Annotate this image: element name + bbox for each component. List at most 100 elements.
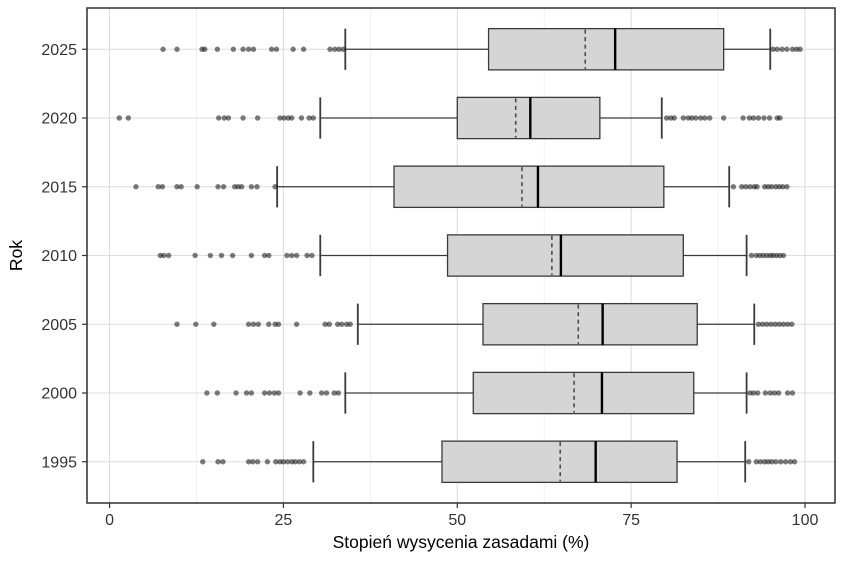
outlier-point: [754, 184, 760, 190]
outlier-point: [248, 252, 255, 259]
outlier-point: [230, 46, 237, 52]
outlier-point: [753, 459, 760, 465]
outlier-point: [272, 184, 278, 190]
boxplot-2005: [174, 302, 795, 346]
outlier-point: [204, 390, 210, 396]
outlier-point: [268, 46, 275, 52]
outlier-point: [688, 115, 695, 121]
iqr-box: [446, 234, 684, 277]
outlier-point: [125, 115, 132, 121]
outlier-point: [755, 390, 761, 396]
outlier-point: [304, 252, 310, 259]
outlier-point: [347, 321, 353, 327]
iqr-box: [487, 27, 725, 71]
iqr-box: [393, 165, 665, 209]
outlier-point: [780, 252, 787, 259]
outlier-point: [192, 252, 198, 259]
outlier-point: [791, 459, 798, 465]
outlier-point: [248, 184, 255, 190]
outlier-point: [707, 115, 713, 121]
outlier-point: [174, 46, 180, 52]
outlier-point: [784, 321, 791, 327]
outlier-point: [680, 115, 687, 121]
outlier-point: [254, 459, 261, 465]
outlier-point: [240, 115, 246, 121]
outlier-point: [160, 46, 166, 52]
outlier-point: [750, 115, 757, 121]
outlier-point: [780, 321, 787, 327]
outlier-point: [296, 459, 303, 465]
outlier-point: [770, 46, 776, 52]
outlier-point: [755, 321, 762, 327]
boxplot-2025: [160, 27, 803, 71]
outlier-point: [297, 390, 303, 396]
outlier-point: [293, 321, 300, 327]
outlier-point: [318, 390, 325, 396]
outlier-point: [159, 184, 166, 190]
outlier-point: [332, 46, 338, 52]
outlier-point: [245, 321, 252, 327]
outlier-point: [300, 459, 307, 465]
x-tick-label: 25: [275, 512, 293, 529]
outlier-point: [323, 390, 330, 396]
outlier-point: [240, 46, 246, 52]
outlier-point: [755, 115, 762, 121]
outlier-point: [775, 390, 782, 396]
outlier-point: [174, 321, 180, 327]
outlier-point: [334, 321, 341, 327]
outlier-point: [275, 321, 282, 327]
y-tick-label: 2025: [41, 42, 77, 59]
outlier-point: [310, 115, 317, 121]
outlier-point: [250, 459, 256, 465]
outlier-point: [774, 46, 780, 52]
outlier-point: [214, 390, 221, 396]
outlier-point: [789, 46, 796, 52]
outlier-point: [284, 252, 290, 259]
outlier-point: [250, 46, 257, 52]
outlier-point: [748, 252, 755, 259]
outlier-point: [245, 459, 252, 465]
outlier-point: [322, 321, 328, 327]
y-tick-label: 1995: [41, 454, 77, 471]
outlier-point: [784, 390, 791, 396]
x-axis-title: Stopień wysycenia zasadami (%): [333, 532, 590, 552]
outlier-point: [698, 115, 704, 121]
outlier-point: [202, 46, 208, 52]
outlier-point: [307, 390, 313, 396]
outlier-point: [254, 184, 260, 190]
outlier-point: [298, 115, 305, 121]
outlier-point: [178, 184, 184, 190]
y-tick-label: 2010: [41, 248, 77, 265]
outlier-point: [233, 390, 239, 396]
outlier-point: [326, 321, 333, 327]
outlier-point: [273, 46, 280, 52]
boxplot-2000: [204, 371, 796, 415]
outlier-point: [720, 115, 727, 121]
outlier-point: [229, 252, 236, 259]
outlier-point: [777, 459, 784, 465]
outlier-point: [218, 252, 225, 259]
outlier-point: [254, 115, 261, 121]
outlier-point: [248, 390, 255, 396]
iqr-box: [456, 96, 601, 140]
x-tick-label: 100: [792, 512, 819, 529]
outlier-point: [779, 46, 785, 52]
outlier-point: [743, 184, 749, 190]
outlier-point: [782, 459, 789, 465]
outlier-point: [797, 46, 803, 52]
outlier-point: [221, 115, 227, 121]
outlier-point: [768, 184, 775, 190]
iqr-box: [441, 440, 678, 484]
plot-panel: 0 25 50 75 100 2025 2020 2015 2010 2005 2000 1995: [41, 7, 836, 529]
outlier-point: [339, 321, 345, 327]
outlier-point: [281, 115, 287, 121]
y-tick-label: 2015: [41, 179, 77, 196]
outlier-point: [784, 184, 790, 190]
y-tick-label: 2005: [41, 317, 77, 334]
outlier-point: [327, 46, 333, 52]
outlier-point: [750, 390, 757, 396]
outlier-point: [214, 46, 221, 52]
outlier-point: [290, 46, 296, 52]
outlier-point: [759, 321, 766, 327]
outlier-point: [772, 321, 778, 327]
